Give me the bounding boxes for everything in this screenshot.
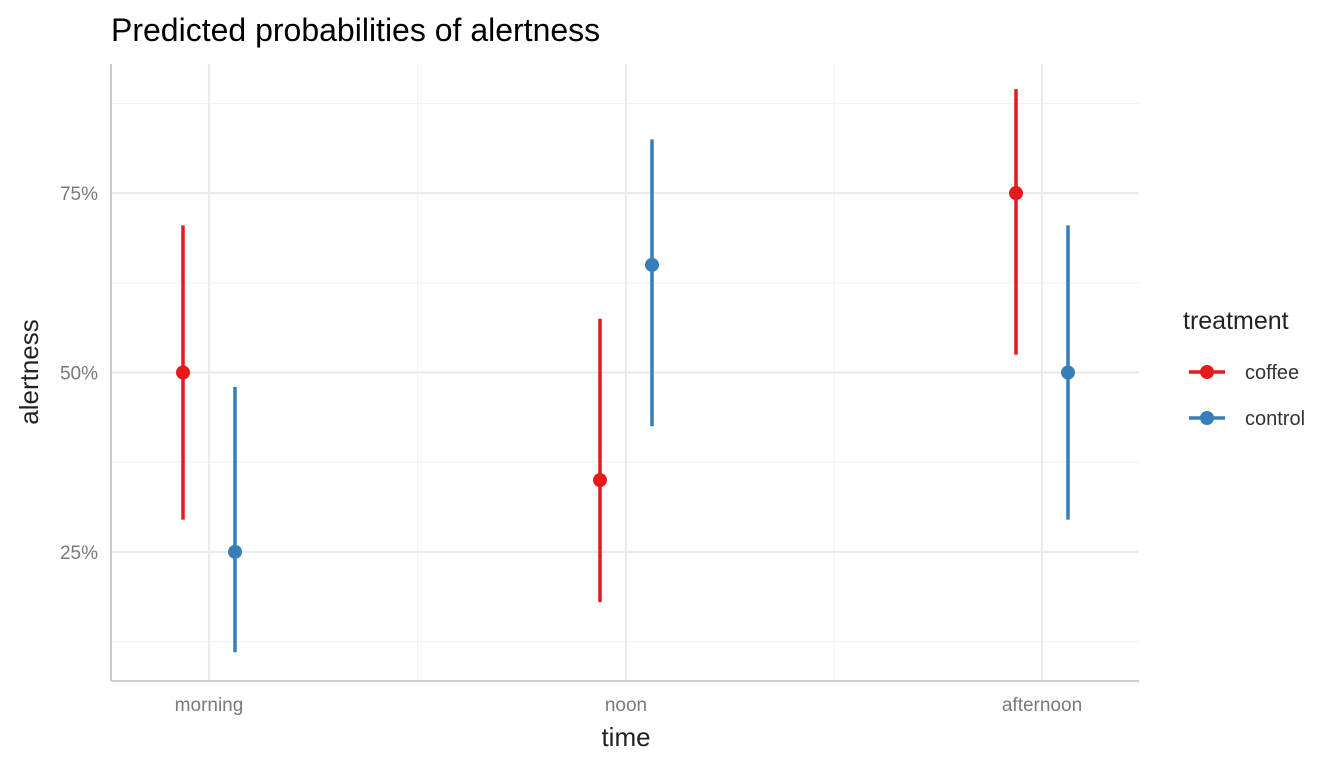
y-tick-label: 25% [60,543,98,564]
y-tick-label: 50% [60,364,98,385]
legend-label-control: control [1245,408,1305,430]
y-axis-title: alertness [14,319,44,425]
data-marks [176,89,1075,653]
grid [111,64,1139,681]
y-tick-label: 75% [60,184,98,205]
x-tick-label: morning [175,695,244,716]
point-control-noon [645,257,659,272]
x-axis-title: time [601,722,650,752]
x-tick-label: afternoon [1002,695,1082,716]
point-coffee-afternoon [1009,186,1023,201]
legend-title: treatment [1183,307,1289,335]
legend-key-point-coffee [1200,365,1214,379]
axes [110,64,1139,682]
legend-label-coffee: coffee [1245,362,1299,384]
point-control-afternoon [1061,365,1075,380]
tick-labels: 25% 50% 75% morning noon afternoon [60,184,1082,716]
legend: treatment coffee control [1183,307,1305,430]
legend-key-point-control [1200,411,1214,425]
point-control-morning [228,544,242,559]
point-coffee-morning [176,365,190,380]
chart-title: Predicted probabilities of alertness [111,12,600,48]
point-coffee-noon [593,473,607,488]
x-tick-label: noon [605,695,647,716]
